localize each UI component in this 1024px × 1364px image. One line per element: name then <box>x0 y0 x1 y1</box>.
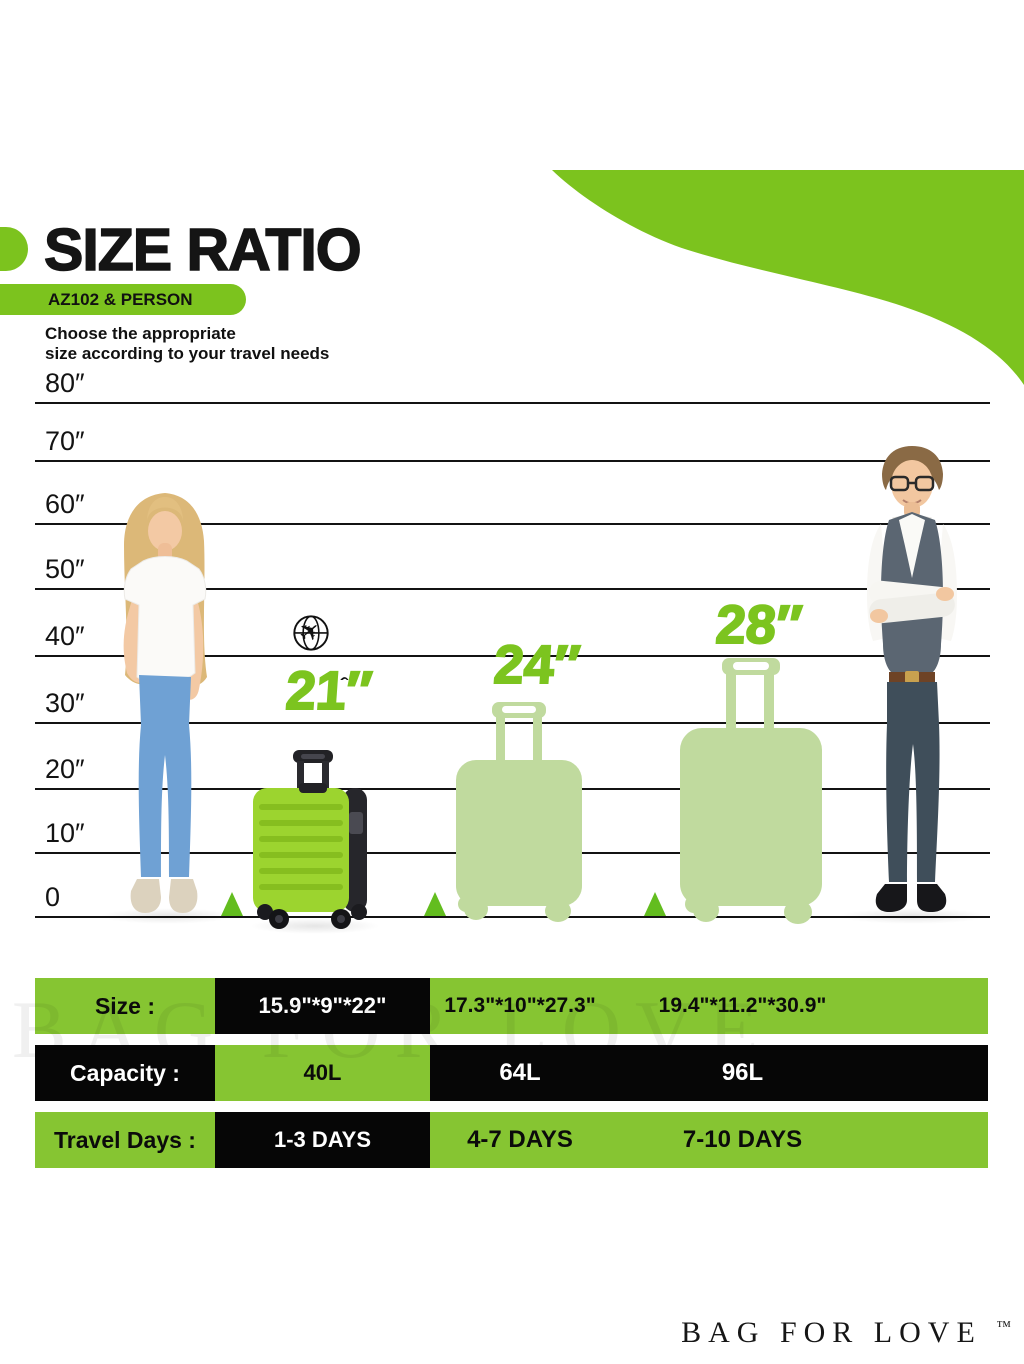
axis-tick-label: 20″ <box>45 754 85 784</box>
model-badge: AZ102 & PERSON <box>0 284 246 315</box>
suitcase-21-green <box>253 750 367 929</box>
spec-table: Size : 15.9"*9"*22" 17.3"*10"*27.3" 19.4… <box>35 978 988 1179</box>
travel-value-24: 4-7 DAYS <box>467 1126 573 1153</box>
brand-name: BAG FOR LOVE <box>681 1316 982 1349</box>
suitcase-28-silhouette <box>680 658 822 924</box>
gridline-80 <box>35 402 990 404</box>
capacity-value-21: 40L <box>215 1045 430 1101</box>
page-title: SIZE RATIO <box>43 216 362 284</box>
size-label-24: 24″ <box>491 634 583 696</box>
ground-shadow <box>838 908 988 924</box>
man-figure <box>867 446 957 912</box>
row-label-size: Size : <box>94 992 156 1019</box>
axis-tick-label: 40″ <box>45 621 85 651</box>
gridline-50 <box>35 588 990 590</box>
size-value-28: 19.4"*11.2"*30.9" <box>658 994 827 1017</box>
row-label-travel-days: Travel Days : <box>54 1126 196 1153</box>
marker-triangle <box>424 892 446 916</box>
ground-shadow <box>100 908 235 924</box>
gridline-60 <box>35 523 990 525</box>
axis-tick-label: 0 <box>45 882 61 912</box>
subtitle: Choose the appropriate size according to… <box>45 324 329 364</box>
brand-logo: BAG FOR LOVE ™ <box>681 1316 1012 1350</box>
trademark-symbol: ™ <box>996 1319 1012 1335</box>
capacity-value-24: 64L <box>499 1059 541 1086</box>
woman-figure <box>123 493 207 913</box>
glasses-icon <box>889 475 935 492</box>
capacity-value-28: 96L <box>721 1059 764 1086</box>
travel-value-21: 1-3 DAYS <box>215 1112 430 1168</box>
row-label-capacity: Capacity : <box>70 1059 180 1086</box>
marker-triangle <box>644 892 666 916</box>
suitcase-24-silhouette <box>456 702 582 922</box>
travel-value-28: 7-10 DAYS <box>682 1126 803 1153</box>
gridline-30 <box>35 722 990 724</box>
size-value-24: 17.3"*10"*27.3" <box>444 994 596 1017</box>
subtitle-line-1: Choose the appropriate <box>45 324 236 343</box>
subtitle-line-2: size according to your travel needs <box>45 344 330 363</box>
gridline-70 <box>35 460 990 462</box>
airplane-globe-icon: ✈ <box>293 615 329 651</box>
size-label-28: 28″ <box>713 594 805 656</box>
axis-tick-label: 50″ <box>45 554 85 584</box>
axis-tick-label: 30″ <box>45 688 85 718</box>
carry-on-friendly-badge: CARRY-ON FRIENDLY ✈ <box>262 615 360 680</box>
title-accent-pill <box>0 227 28 271</box>
axis-tick-label: 70″ <box>45 426 85 456</box>
table-row-capacity: Capacity : 40L 64L 96L <box>35 1045 988 1101</box>
axis-tick-label: 60″ <box>45 489 85 519</box>
axis-tick-label: 80″ <box>45 368 85 398</box>
table-row-size: Size : 15.9"*9"*22" 17.3"*10"*27.3" 19.4… <box>35 978 988 1034</box>
size-label-21: 21″ <box>283 660 375 722</box>
table-row-travel-days: Travel Days : 1-3 DAYS 4-7 DAYS 7-10 DAY… <box>35 1112 988 1168</box>
gridline-40 <box>35 655 990 657</box>
marker-triangle <box>221 892 243 916</box>
axis-tick-label: 10″ <box>45 818 85 848</box>
size-value-21: 15.9"*9"*22" <box>215 978 430 1034</box>
gridline-0 <box>35 916 990 918</box>
